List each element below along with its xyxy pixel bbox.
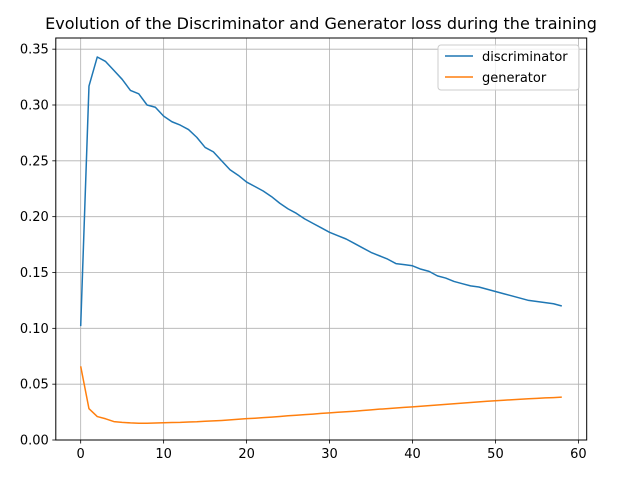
series-line-discriminator bbox=[79, 56, 563, 327]
y-tick-label: 0.10 bbox=[20, 322, 49, 337]
axis-ticks: 0 10 20 30 40 50 60 0.00 0.05 0.10 0.15 0.20 0.25 0.3… bbox=[20, 43, 587, 462]
y-tick-label: 0.30 bbox=[20, 99, 49, 114]
x-tick-label: 30 bbox=[321, 447, 338, 462]
x-tick-label: 20 bbox=[238, 447, 255, 462]
legend-discriminator-label: discriminator bbox=[482, 50, 568, 65]
series-line-generator bbox=[79, 366, 562, 424]
y-tick-label: 0.25 bbox=[20, 154, 49, 169]
x-tick-label: 10 bbox=[155, 447, 172, 462]
legend-generator-label: generator bbox=[482, 71, 547, 86]
y-tick-label: 0.05 bbox=[20, 378, 49, 393]
legend: discriminator generator bbox=[437, 44, 580, 91]
y-tick-label: 0.15 bbox=[20, 266, 49, 281]
x-tick-label: 0 bbox=[77, 447, 85, 462]
chart-title: Evolution of the Discriminator and Gener… bbox=[45, 14, 597, 33]
plot-frame bbox=[55, 37, 588, 441]
y-tick-label: 0.20 bbox=[20, 210, 49, 225]
x-tick-label: 50 bbox=[487, 447, 504, 462]
grid-lines bbox=[55, 38, 587, 441]
y-tick-label: 0.35 bbox=[20, 43, 49, 58]
x-tick-label: 40 bbox=[404, 447, 421, 462]
legend-box bbox=[437, 44, 580, 91]
x-tick-label: 60 bbox=[570, 447, 587, 462]
series-lines bbox=[79, 56, 563, 424]
y-tick-label: 0.00 bbox=[20, 434, 49, 449]
